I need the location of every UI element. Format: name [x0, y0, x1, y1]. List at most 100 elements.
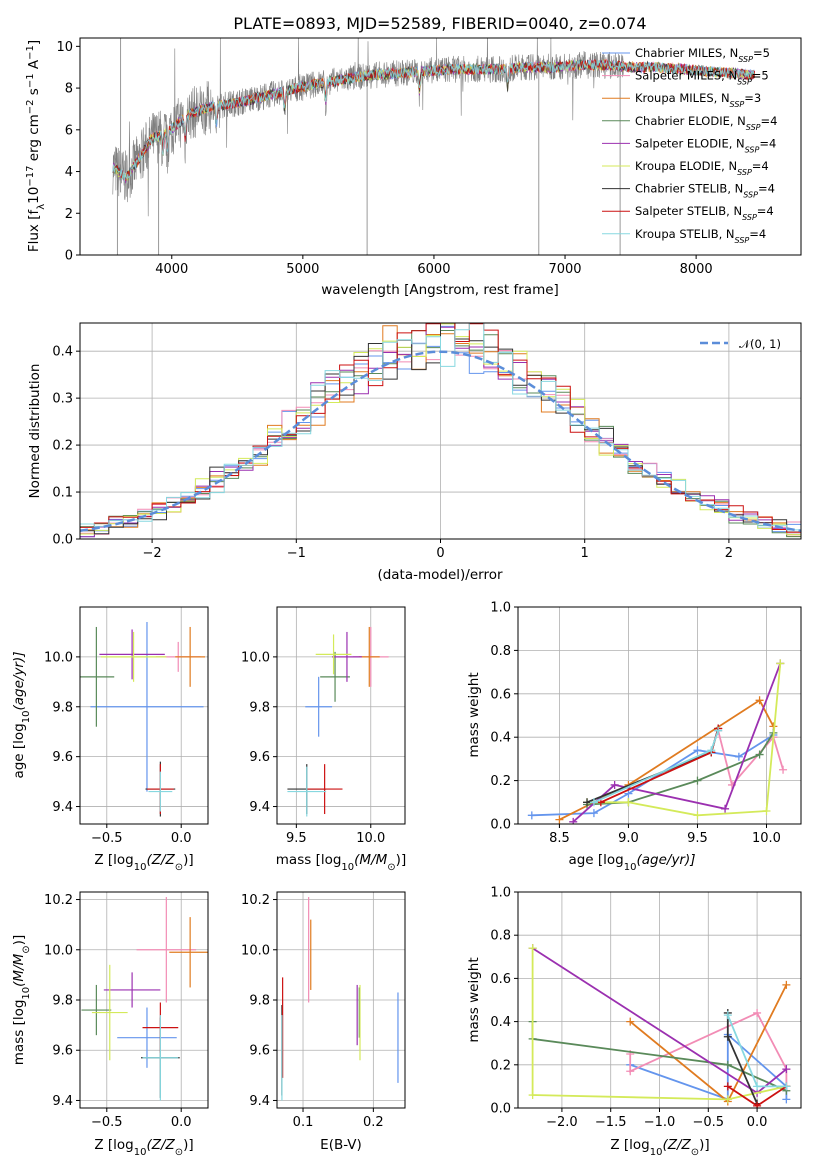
plot-area — [287, 626, 389, 817]
series-marker — [755, 750, 764, 759]
axes-frame — [79, 606, 209, 825]
y-axis-label: age [log10(age/yr)] — [11, 651, 32, 778]
y-tick-label: 0.4 — [490, 731, 511, 746]
label-part: 10 — [650, 1147, 663, 1158]
y-tick-label: 9.6 — [52, 1044, 73, 1059]
legend-sub: SSP — [745, 145, 760, 154]
series-marker — [782, 1095, 791, 1104]
label-part: ⊙ — [175, 862, 183, 873]
y-tick-label: 9.8 — [52, 700, 73, 715]
series-marker — [753, 1101, 762, 1108]
series-marker — [589, 809, 598, 818]
y-tick-label: 0.0 — [490, 818, 511, 833]
y-tick-label: 0.3 — [52, 392, 73, 407]
label-part: Flux [f — [26, 209, 42, 253]
legend-count: =4 — [752, 159, 769, 173]
series-marker — [723, 1082, 732, 1091]
axes-frame — [517, 606, 802, 825]
y-tick-label: 0.0 — [490, 1102, 511, 1117]
y-tick-label: 0.8 — [490, 644, 511, 659]
series-marker — [707, 746, 716, 755]
label-part: ⊙ — [387, 862, 395, 873]
y-tick-label: 10.0 — [241, 943, 270, 958]
x-axis-label: (data-model)/error — [377, 567, 503, 583]
label-part: Z [log — [94, 1137, 133, 1153]
series-marker — [723, 1032, 732, 1041]
x-tick-label: 8000 — [680, 262, 713, 277]
model-spectrum — [112, 58, 755, 182]
label-part: Z [log — [610, 1137, 649, 1153]
x-tick-label: 0 — [436, 546, 444, 561]
legend-sub: SSP — [746, 122, 761, 131]
legend-entry: Salpeter MILES, NSSP=5 — [635, 69, 769, 87]
label-part: (Z/Z — [146, 852, 175, 868]
label-part: mass [log — [11, 1000, 27, 1066]
x-tick-label: 10.0 — [356, 831, 385, 846]
label-part: )] — [11, 935, 27, 946]
label-part: 10 — [26, 187, 42, 204]
legend-name: Chabrier ELODIE, N — [635, 114, 746, 128]
y-axis-label: mass [log10(M/M⊙)] — [11, 935, 32, 1065]
legend-count: =4 — [761, 114, 778, 128]
y-tick-label: 10 — [56, 40, 73, 55]
legend-count: =5 — [753, 46, 770, 60]
plot-area — [528, 944, 791, 1108]
y-tick-label: 8 — [65, 82, 73, 97]
x-tick-label: 0.2 — [363, 1115, 384, 1130]
legend-count: =5 — [752, 69, 769, 83]
series-marker — [734, 752, 743, 761]
label-part: λ — [36, 204, 47, 210]
y-tick-label: 0.2 — [490, 774, 511, 789]
x-tick-label: −2 — [143, 546, 162, 561]
x-tick-label: −2.0 — [546, 1115, 578, 1130]
series-marker — [528, 1091, 537, 1100]
label-part: −17 — [25, 166, 36, 187]
series-marker — [762, 806, 771, 815]
y-tick-label: 0.6 — [490, 687, 511, 702]
y-tick-label: 0.8 — [490, 929, 511, 944]
plot-area — [80, 621, 206, 817]
y-tick-label: 9.4 — [249, 800, 270, 815]
y-tick-label: 9.6 — [249, 1044, 270, 1059]
legend-name: Kroupa MILES, N — [635, 91, 730, 105]
chart-spectrum: 4000 5000 6000 7000 8000 0 2 4 6 8 10 wavelength [A… — [25, 37, 802, 298]
y-tick-label: 0.2 — [52, 439, 73, 454]
x-tick-label: −1 — [287, 546, 306, 561]
y-tick-label: 0 — [65, 249, 73, 264]
label-part: 10 — [341, 862, 354, 873]
legend: 𝒩(0, 1) — [700, 337, 781, 351]
label-part: A — [26, 59, 42, 73]
x-tick-label: −1.5 — [595, 1115, 627, 1130]
legend-name: Chabrier MILES, N — [635, 46, 738, 60]
series-marker — [589, 798, 598, 807]
series-marker — [693, 811, 702, 820]
legend-entry: Chabrier MILES, NSSP=5 — [635, 46, 770, 64]
y-axis-label: Normed distribution — [27, 364, 43, 499]
label-part: 10 — [624, 862, 637, 873]
legend-entry: Chabrier ELODIE, NSSP=4 — [635, 114, 777, 132]
legend-sub: SSP — [737, 77, 752, 86]
x-axis-label: Z [log10(Z/Z⊙)] — [94, 1137, 193, 1158]
legend-count: =4 — [749, 227, 766, 241]
label-part: ] — [26, 40, 42, 45]
label-part: (age/yr)] — [636, 852, 695, 868]
legend-sub: SSP — [735, 235, 750, 244]
series-marker — [723, 1011, 732, 1020]
y-tick-label: 1.0 — [490, 601, 511, 616]
label-part: mass [log — [276, 852, 342, 868]
legend-count: =4 — [759, 136, 776, 150]
label-part: 10 — [21, 711, 32, 724]
y-tick-label: 9.8 — [249, 700, 270, 715]
x-tick-label: −1.0 — [644, 1115, 676, 1130]
x-tick-label: 5000 — [286, 262, 319, 277]
label-part: ⊙ — [21, 945, 32, 953]
series-line — [531, 948, 787, 1101]
series-marker — [528, 944, 537, 953]
series-marker — [753, 1082, 762, 1091]
x-tick-label: 0.0 — [171, 831, 192, 846]
legend-entry: Kroupa MILES, NSSP=3 — [635, 91, 761, 109]
series-marker — [624, 798, 633, 807]
label-part: −1 — [25, 45, 36, 60]
legend-name: Salpeter ELODIE, N — [635, 136, 745, 150]
